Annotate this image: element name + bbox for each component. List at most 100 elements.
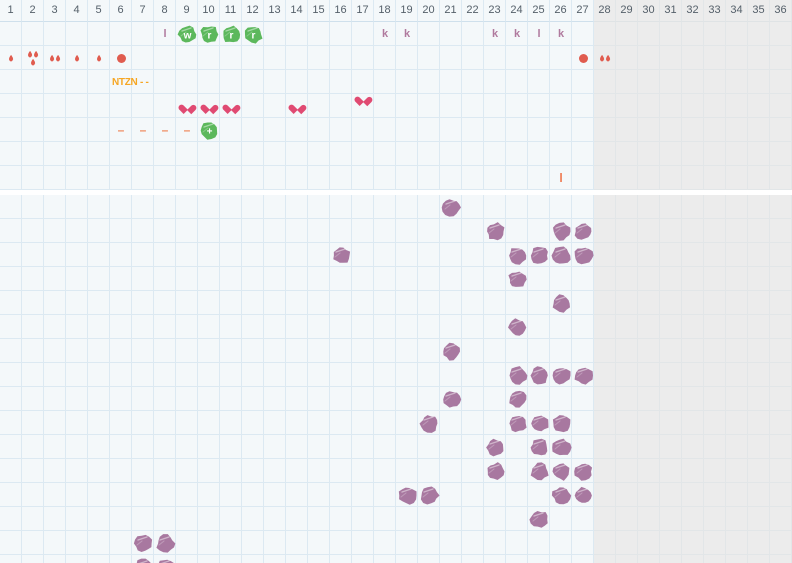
grid-cell[interactable]	[594, 118, 616, 142]
grid-cell[interactable]	[44, 435, 66, 459]
grid-cell[interactable]	[110, 118, 132, 142]
grid-cell[interactable]	[308, 459, 330, 483]
grid-cell[interactable]	[44, 267, 66, 291]
grid-cell[interactable]	[638, 142, 660, 166]
grid-cell[interactable]	[660, 387, 682, 411]
grid-cell[interactable]	[704, 555, 726, 563]
grid-cell[interactable]	[66, 555, 88, 563]
grid-cell[interactable]	[286, 267, 308, 291]
grid-cell[interactable]	[440, 411, 462, 435]
grid-cell[interactable]	[220, 411, 242, 435]
grid-cell[interactable]	[66, 267, 88, 291]
grid-cell[interactable]	[660, 94, 682, 118]
grid-cell[interactable]	[748, 531, 770, 555]
grid-cell[interactable]	[220, 267, 242, 291]
grid-cell[interactable]	[0, 531, 22, 555]
grid-cell[interactable]	[44, 118, 66, 142]
grid-cell[interactable]	[352, 142, 374, 166]
column-header-33[interactable]: 33	[704, 0, 726, 22]
grid-cell[interactable]	[264, 507, 286, 531]
grid-cell[interactable]	[726, 142, 748, 166]
grid-cell[interactable]	[528, 435, 550, 459]
grid-cell[interactable]	[154, 46, 176, 70]
grid-cell[interactable]	[154, 363, 176, 387]
column-header-34[interactable]: 34	[726, 0, 748, 22]
grid-cell[interactable]	[748, 243, 770, 267]
grid-cell[interactable]	[242, 507, 264, 531]
grid-cell[interactable]	[462, 267, 484, 291]
grid-cell[interactable]	[660, 315, 682, 339]
grid-cell[interactable]	[330, 70, 352, 94]
grid-cell[interactable]	[682, 339, 704, 363]
grid-cell[interactable]	[330, 507, 352, 531]
grid-cell[interactable]	[506, 387, 528, 411]
grid-cell[interactable]	[528, 22, 550, 46]
grid-cell[interactable]	[550, 195, 572, 219]
grid-cell[interactable]	[748, 339, 770, 363]
grid-cell[interactable]	[374, 363, 396, 387]
grid-cell[interactable]	[660, 195, 682, 219]
grid-cell[interactable]	[286, 195, 308, 219]
grid-cell[interactable]	[506, 411, 528, 435]
grid-cell[interactable]	[638, 507, 660, 531]
grid-cell[interactable]	[418, 555, 440, 563]
grid-cell[interactable]	[528, 166, 550, 190]
grid-cell[interactable]	[572, 363, 594, 387]
grid-cell[interactable]	[374, 459, 396, 483]
grid-cell[interactable]	[176, 555, 198, 563]
grid-cell[interactable]	[88, 195, 110, 219]
grid-cell[interactable]	[110, 166, 132, 190]
grid-cell[interactable]	[286, 483, 308, 507]
grid-cell[interactable]	[462, 22, 484, 46]
grid-cell[interactable]	[638, 315, 660, 339]
grid-cell[interactable]	[352, 94, 374, 118]
grid-cell[interactable]	[330, 166, 352, 190]
grid-cell[interactable]	[616, 363, 638, 387]
grid-cell[interactable]	[550, 387, 572, 411]
grid-cell[interactable]	[616, 267, 638, 291]
grid-cell[interactable]	[88, 483, 110, 507]
grid-cell[interactable]	[418, 166, 440, 190]
grid-cell[interactable]	[242, 315, 264, 339]
grid-cell[interactable]	[220, 243, 242, 267]
grid-cell[interactable]	[528, 46, 550, 70]
grid-cell[interactable]	[264, 142, 286, 166]
grid-cell[interactable]	[0, 315, 22, 339]
grid-cell[interactable]	[44, 195, 66, 219]
grid-cell[interactable]	[396, 555, 418, 563]
grid-cell[interactable]	[66, 195, 88, 219]
grid-cell[interactable]	[198, 291, 220, 315]
grid-cell[interactable]	[440, 142, 462, 166]
grid-cell[interactable]	[726, 70, 748, 94]
grid-cell[interactable]	[0, 483, 22, 507]
grid-cell[interactable]	[396, 142, 418, 166]
grid-cell[interactable]	[22, 531, 44, 555]
grid-cell[interactable]	[396, 459, 418, 483]
grid-cell[interactable]	[616, 195, 638, 219]
grid-cell[interactable]	[220, 118, 242, 142]
grid-cell[interactable]	[418, 435, 440, 459]
grid-cell[interactable]	[330, 267, 352, 291]
grid-cell[interactable]	[198, 531, 220, 555]
grid-cell[interactable]	[550, 315, 572, 339]
grid-cell[interactable]	[550, 483, 572, 507]
column-header-11[interactable]: 11	[220, 0, 242, 22]
grid-cell[interactable]	[550, 339, 572, 363]
grid-cell[interactable]	[0, 267, 22, 291]
grid-cell[interactable]	[440, 46, 462, 70]
grid-cell[interactable]	[484, 411, 506, 435]
grid-cell[interactable]	[220, 435, 242, 459]
grid-cell[interactable]	[418, 531, 440, 555]
grid-cell[interactable]	[660, 435, 682, 459]
grid-cell[interactable]	[440, 70, 462, 94]
grid-cell[interactable]	[440, 387, 462, 411]
grid-cell[interactable]	[418, 363, 440, 387]
grid-cell[interactable]	[264, 243, 286, 267]
grid-cell[interactable]	[66, 507, 88, 531]
grid-cell[interactable]	[704, 483, 726, 507]
grid-cell[interactable]	[66, 70, 88, 94]
grid-cell[interactable]	[176, 142, 198, 166]
grid-cell[interactable]	[242, 195, 264, 219]
grid-cell[interactable]	[198, 70, 220, 94]
grid-cell[interactable]	[132, 555, 154, 563]
